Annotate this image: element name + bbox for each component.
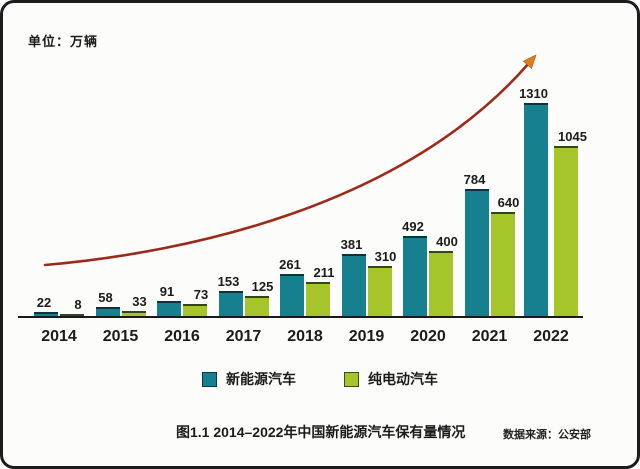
bar-column: 73 bbox=[183, 286, 209, 316]
bar-value-label: 492 bbox=[402, 218, 424, 234]
bar-group: 381 310 2019 bbox=[340, 236, 397, 345]
bar-纯电动汽车 bbox=[306, 282, 330, 316]
bar-value-label: 381 bbox=[340, 236, 363, 252]
bar-column: 492 bbox=[402, 218, 427, 316]
x-axis-label: 2016 bbox=[164, 328, 200, 345]
bar-column: 58 bbox=[95, 289, 120, 316]
x-axis-label: 2018 bbox=[287, 328, 323, 345]
bar-纯电动汽车 bbox=[429, 251, 453, 316]
bar-新能源汽车 bbox=[523, 103, 548, 316]
bar-column: 640 bbox=[490, 195, 519, 316]
bar-新能源汽车 bbox=[218, 291, 243, 316]
bar-纯电动汽车 bbox=[367, 266, 392, 316]
bar-value-label: 261 bbox=[279, 256, 301, 272]
bar-value-label: 1045 bbox=[558, 128, 587, 144]
bar-value-label: 73 bbox=[193, 286, 209, 302]
bar-column: 22 bbox=[34, 294, 58, 316]
bar-value-label: 22 bbox=[36, 294, 52, 310]
bar-group: 492 400 2020 bbox=[401, 218, 458, 345]
bar-纯电动汽车 bbox=[60, 314, 84, 316]
bar-column: 91 bbox=[157, 283, 181, 316]
bar-value-label: 58 bbox=[98, 289, 113, 305]
bar-group: 153 125 2017 bbox=[217, 273, 274, 345]
bar-column: 310 bbox=[367, 249, 396, 316]
bar-新能源汽车 bbox=[95, 307, 120, 316]
x-axis-label: 2021 bbox=[471, 328, 508, 345]
bar-column: 211 bbox=[306, 265, 334, 316]
legend-swatch-bev bbox=[344, 371, 359, 387]
legend-label-nev: 新能源汽车 bbox=[226, 371, 296, 387]
bar-纯电动汽车 bbox=[490, 212, 515, 316]
legend-swatch-nev bbox=[202, 371, 217, 387]
chart-legend: 新能源汽车 纯电动汽车 bbox=[3, 369, 637, 389]
legend-item-bev: 纯电动汽车 bbox=[344, 369, 438, 389]
bar-column: 784 bbox=[463, 171, 489, 316]
bar-value-label: 784 bbox=[463, 171, 486, 187]
bar-value-label: 211 bbox=[313, 264, 335, 280]
bar-group: 1310 1045 2022 bbox=[519, 85, 587, 345]
bar-新能源汽车 bbox=[341, 254, 366, 316]
bar-value-label: 640 bbox=[497, 194, 520, 210]
bar-group: 58 33 2015 bbox=[94, 289, 148, 345]
unit-label: 单位：万辆 bbox=[28, 34, 99, 49]
bar-value-label: 91 bbox=[159, 283, 175, 299]
bar-column: 1045 bbox=[552, 129, 587, 316]
legend-item-nev: 新能源汽车 bbox=[202, 369, 296, 389]
figure-caption: 图1.1 2014–2022年中国新能源汽车保有量情况 bbox=[176, 424, 466, 440]
bar-column: 125 bbox=[244, 279, 273, 316]
legend-label-bev: 纯电动汽车 bbox=[368, 371, 438, 387]
data-source-label: 数据来源：公安部 bbox=[503, 429, 591, 441]
bar-value-label: 400 bbox=[436, 233, 458, 249]
bar-value-label: 310 bbox=[374, 248, 397, 264]
bar-新能源汽车 bbox=[280, 274, 304, 316]
x-axis-label: 2015 bbox=[102, 328, 139, 345]
x-axis-label: 2020 bbox=[410, 328, 446, 345]
bar-纯电动汽车 bbox=[121, 311, 146, 316]
bar-新能源汽车 bbox=[34, 312, 58, 316]
bar-column: 33 bbox=[121, 293, 147, 316]
bar-column: 1310 bbox=[519, 85, 550, 316]
bar-column: 261 bbox=[279, 256, 304, 316]
bar-纯电动汽车 bbox=[244, 296, 269, 316]
bar-value-label: 33 bbox=[132, 293, 147, 309]
bar-column: 400 bbox=[429, 234, 458, 316]
x-axis-label: 2017 bbox=[225, 328, 262, 345]
bar-新能源汽车 bbox=[464, 189, 489, 316]
bar-value-label: 125 bbox=[251, 278, 274, 294]
bar-value-label: 8 bbox=[74, 296, 82, 312]
bar-value-label: 153 bbox=[217, 273, 240, 289]
bar-group: 22 8 2014 bbox=[32, 294, 86, 345]
bar-新能源汽车 bbox=[157, 301, 181, 316]
bar-column: 381 bbox=[340, 236, 366, 316]
plot-area: 22 8 2014 58 33 2015 91 73 2016 153 125 2017 261 211 2… bbox=[18, 83, 587, 345]
x-axis-label: 2014 bbox=[41, 328, 77, 345]
bar-纯电动汽车 bbox=[183, 304, 207, 316]
bar-column: 153 bbox=[217, 273, 243, 316]
x-axis-label: 2019 bbox=[348, 328, 385, 345]
x-axis-label: 2022 bbox=[533, 328, 569, 345]
bar-纯电动汽车 bbox=[554, 146, 579, 316]
bar-value-label: 1310 bbox=[519, 85, 548, 101]
bar-新能源汽车 bbox=[403, 236, 427, 316]
bar-group: 261 211 2018 bbox=[278, 256, 334, 345]
bar-column: 8 bbox=[60, 296, 84, 316]
bar-group: 784 640 2021 bbox=[463, 171, 520, 345]
bar-group: 91 73 2016 bbox=[155, 283, 209, 345]
